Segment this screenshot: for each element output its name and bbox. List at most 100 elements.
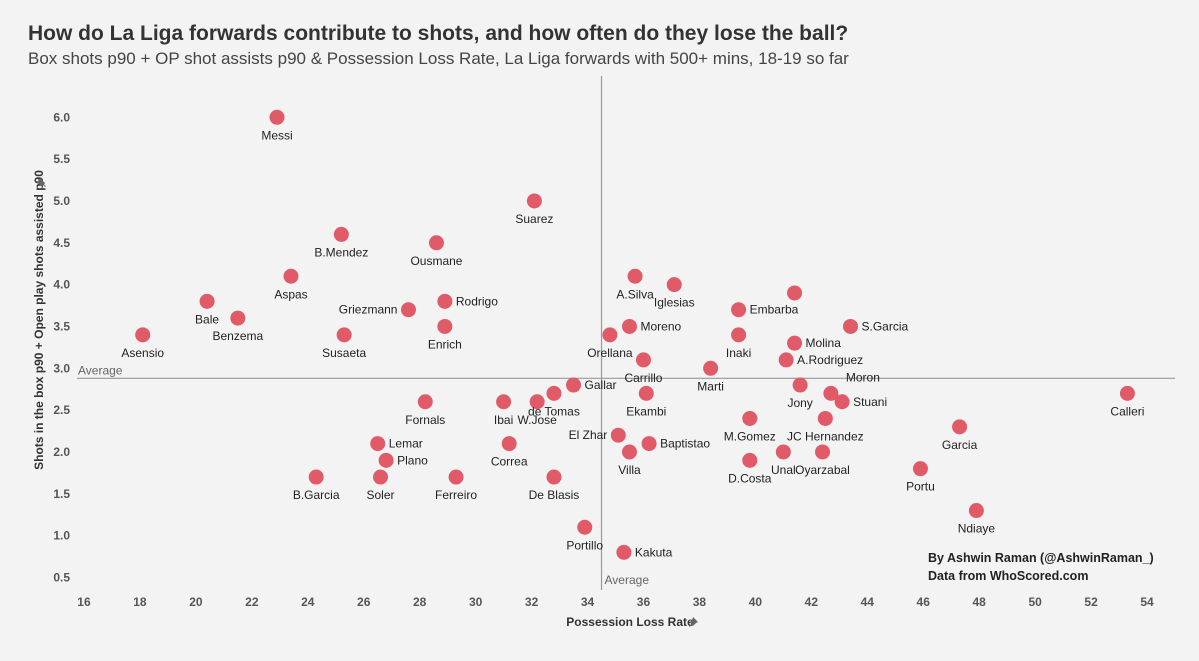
player-label: S.Garcia	[861, 319, 908, 333]
player-point	[135, 327, 151, 343]
player-label: Portillo	[566, 538, 603, 552]
player-point	[400, 302, 416, 318]
y-tick-label: 2.5	[53, 403, 70, 417]
player-point	[621, 444, 637, 460]
player-point	[378, 452, 394, 468]
data-points	[135, 109, 1135, 560]
x-tick-label: 22	[245, 595, 259, 609]
player-label: Jony	[787, 396, 812, 410]
credit-author: By Ashwin Raman (@AshwinRaman_)	[928, 551, 1154, 565]
credit-source: Data from WhoScored.com	[928, 569, 1088, 583]
x-tick-label: 26	[357, 595, 371, 609]
player-label: Moron	[846, 370, 880, 384]
player-point	[823, 385, 839, 401]
y-tick-label: 1.0	[53, 529, 70, 543]
player-label: Suarez	[515, 212, 553, 226]
player-label: Ferreiro	[435, 488, 477, 502]
player-point	[501, 436, 517, 452]
player-label: D.Costa	[728, 471, 772, 485]
x-tick-label: 32	[525, 595, 539, 609]
x-tick-label: 24	[301, 595, 315, 609]
x-tick-label: 48	[972, 595, 986, 609]
player-label: Marti	[697, 379, 724, 393]
player-point	[641, 436, 657, 452]
player-label: Enrich	[428, 337, 462, 351]
chart-title: How do La Liga forwards contribute to sh…	[28, 22, 849, 45]
player-point	[616, 544, 632, 560]
y-tick-label: 3.5	[53, 319, 70, 333]
player-point	[496, 394, 512, 410]
player-label: Griezmann	[339, 303, 398, 317]
player-label: Aspas	[274, 287, 307, 301]
player-point	[968, 503, 984, 519]
player-label: Ekambi	[626, 404, 666, 418]
player-point	[373, 469, 389, 485]
y-axis-pin-icon	[36, 178, 46, 187]
player-label: Orellana	[587, 346, 633, 360]
player-point	[842, 318, 858, 334]
player-point	[448, 469, 464, 485]
player-point	[333, 226, 349, 242]
player-label: Unal	[771, 463, 796, 477]
x-tick-label: 20	[189, 595, 203, 609]
y-tick-label: 5.0	[53, 194, 70, 208]
player-point	[566, 377, 582, 393]
player-point	[742, 452, 758, 468]
player-point	[952, 419, 968, 435]
x-tick-label: 50	[1028, 595, 1042, 609]
player-point	[370, 436, 386, 452]
player-point	[610, 427, 626, 443]
player-label: Villa	[618, 463, 641, 477]
player-point	[787, 285, 803, 301]
player-point	[775, 444, 791, 460]
player-point	[546, 469, 562, 485]
x-tick-label: 38	[693, 595, 707, 609]
x-tick-label: 44	[861, 595, 875, 609]
player-label: Embarba	[750, 303, 799, 317]
player-label: El Zhar	[569, 428, 608, 442]
player-label: Stuani	[853, 395, 887, 409]
player-point	[437, 318, 453, 334]
player-point	[635, 352, 651, 368]
average-y-label: Average	[78, 363, 123, 377]
y-tick-label: 4.0	[53, 278, 70, 292]
player-label: B.Mendez	[314, 245, 368, 259]
player-point	[230, 310, 246, 326]
player-point	[792, 377, 808, 393]
player-label: Benzema	[212, 329, 263, 343]
player-label: Molina	[806, 336, 842, 350]
player-point	[577, 519, 593, 535]
x-tick-label: 18	[133, 595, 147, 609]
player-point	[526, 193, 542, 209]
player-point	[666, 277, 682, 293]
player-point	[199, 293, 215, 309]
x-axis-ticks: 16 18 20 22 24 26 28 30 32 34 36 38 40 42 44 46 48 50 52 54	[77, 595, 1154, 609]
player-point	[428, 235, 444, 251]
player-label: Susaeta	[322, 346, 366, 360]
player-point	[815, 444, 831, 460]
x-tick-label: 40	[749, 595, 763, 609]
average-x-label: Average	[605, 573, 650, 587]
y-axis-ticks: 0.5 1.0 1.5 2.0 2.5 3.0 3.5 4.0 4.5 5.0 5.5 6.0	[53, 110, 70, 584]
player-label: Calleri	[1110, 404, 1144, 418]
player-point	[529, 394, 545, 410]
x-tick-label: 42	[805, 595, 819, 609]
player-point	[308, 469, 324, 485]
player-point	[778, 352, 794, 368]
player-label: Moreno	[640, 319, 681, 333]
y-tick-label: 5.5	[53, 152, 70, 166]
player-label: B.Garcia	[293, 488, 340, 502]
player-label: Kakuta	[635, 545, 673, 559]
player-label: Bale	[195, 312, 219, 326]
y-tick-label: 6.0	[53, 110, 70, 124]
player-point	[703, 360, 719, 376]
player-point	[417, 394, 433, 410]
player-point	[742, 410, 758, 426]
player-point	[621, 318, 637, 334]
player-label: Portu	[906, 480, 935, 494]
player-point	[269, 109, 285, 125]
y-tick-label: 0.5	[53, 570, 70, 584]
player-label: Ousmane	[410, 254, 462, 268]
y-tick-label: 3.0	[53, 361, 70, 375]
